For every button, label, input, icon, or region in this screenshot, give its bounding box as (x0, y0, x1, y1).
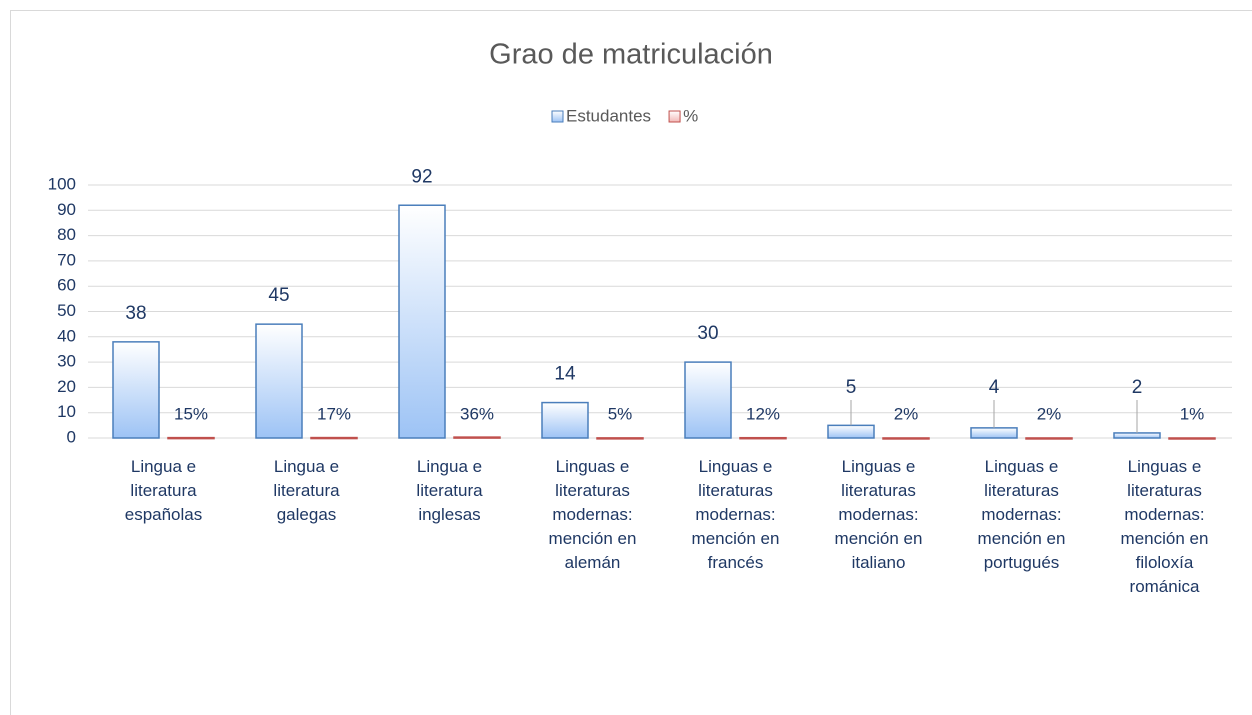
bar (1168, 437, 1216, 440)
x-tick-label: Linguas e literaturas modernas: mención … (691, 457, 780, 572)
bar (541, 401, 589, 439)
x-tick-label: Linguas e literaturas modernas: mención … (1120, 457, 1209, 596)
bar (398, 204, 446, 439)
y-tick-label: 20 (57, 377, 76, 396)
value-label: 2% (894, 404, 919, 423)
legend-swatch (551, 110, 564, 123)
value-label: 14 (554, 364, 576, 385)
x-tick-label: Lingua e literatura inglesas (416, 457, 483, 524)
x-tick-label: Linguas e literaturas modernas: mención … (977, 457, 1066, 572)
x-tick-label: Lingua e literatura galegas (273, 457, 340, 524)
bar (739, 436, 787, 440)
value-label: 4 (989, 377, 1000, 398)
y-tick-label: 90 (57, 200, 76, 219)
value-label: 15% (174, 404, 208, 423)
y-tick-label: 80 (57, 225, 76, 244)
x-tick-label: Linguas e literaturas modernas: mención … (548, 457, 637, 572)
chart-title: Grao de matriculación (489, 39, 773, 71)
bar (167, 436, 215, 440)
bar (453, 436, 501, 439)
bar (970, 427, 1018, 439)
value-label: 5% (608, 404, 633, 423)
value-label: 5 (846, 377, 857, 398)
y-tick-label: 30 (57, 352, 76, 371)
y-tick-label: 100 (48, 174, 76, 193)
bar (1025, 437, 1073, 440)
legend-label: % (683, 106, 698, 125)
value-label: 45 (268, 285, 289, 306)
value-label: 92 (411, 166, 432, 187)
bar (882, 437, 930, 440)
x-tick-label: Linguas e literaturas modernas: mención … (834, 457, 923, 572)
bar (1113, 432, 1161, 439)
bar (596, 437, 644, 440)
bar (827, 424, 875, 439)
bar (310, 436, 358, 440)
value-label: 30 (697, 323, 718, 344)
value-label: 12% (746, 404, 780, 423)
x-tick-label: Lingua e literatura españolas (124, 457, 203, 524)
y-tick-label: 50 (57, 301, 76, 320)
legend-label: Estudantes (566, 106, 651, 125)
value-label: 17% (317, 404, 351, 423)
y-tick-label: 40 (57, 326, 76, 345)
value-label: 38 (125, 303, 146, 324)
y-tick-label: 10 (57, 402, 76, 421)
value-label: 36% (460, 404, 494, 423)
bar (684, 361, 732, 439)
value-label: 1% (1180, 404, 1205, 423)
bar (255, 323, 303, 439)
y-tick-label: 60 (57, 276, 76, 295)
value-label: 2 (1132, 377, 1143, 398)
y-tick-label: 70 (57, 250, 76, 269)
y-tick-label: 0 (67, 427, 76, 446)
legend-swatch (668, 110, 681, 123)
chart-border (10, 10, 1252, 715)
bar (112, 341, 160, 439)
value-label: 2% (1037, 404, 1062, 423)
